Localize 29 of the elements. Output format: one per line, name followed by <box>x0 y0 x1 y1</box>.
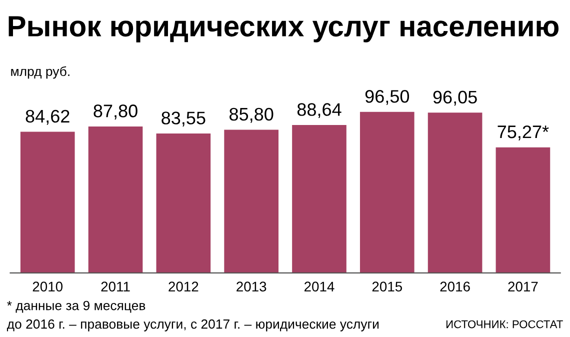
bar <box>88 126 143 273</box>
data-label: 83,55 <box>162 112 206 127</box>
data-label: 75,27* <box>498 125 549 140</box>
text: ИСТОЧНИК: РОССТАТ <box>446 320 563 328</box>
text: до 2016 г. – правовые услуги, с 2017 г. – юридические услуги <box>6 319 379 332</box>
text: * данные за 9 месяцев <box>7 300 146 313</box>
data-label: 96,05 <box>433 90 477 106</box>
x-tick-label: 2014 <box>304 282 334 292</box>
chart-title: Рынок юридических услуг населению <box>8 16 559 42</box>
x-tick-label: 2013 <box>236 282 266 292</box>
y-axis-title: млрд руб. <box>11 66 70 79</box>
bar <box>428 112 482 273</box>
bar <box>292 125 346 273</box>
data-label: 96,50 <box>365 90 410 105</box>
bar <box>360 112 414 273</box>
data-label: 87,80 <box>94 104 138 120</box>
bar <box>224 130 278 273</box>
data-label: 85,80 <box>230 108 274 123</box>
data-label: 84,62 <box>26 110 70 125</box>
data-label: 88,64 <box>297 103 342 118</box>
bar <box>20 132 75 273</box>
x-tick-label: 2015 <box>372 282 402 292</box>
x-tick-label: 2012 <box>168 282 198 292</box>
x-tick-label: 2016 <box>440 282 470 292</box>
bar <box>156 134 211 273</box>
x-tick-label: 2017 <box>508 282 538 292</box>
bar <box>496 147 550 273</box>
x-tick-label: 2010 <box>32 282 63 292</box>
x-tick-label: 2011 <box>101 282 130 292</box>
